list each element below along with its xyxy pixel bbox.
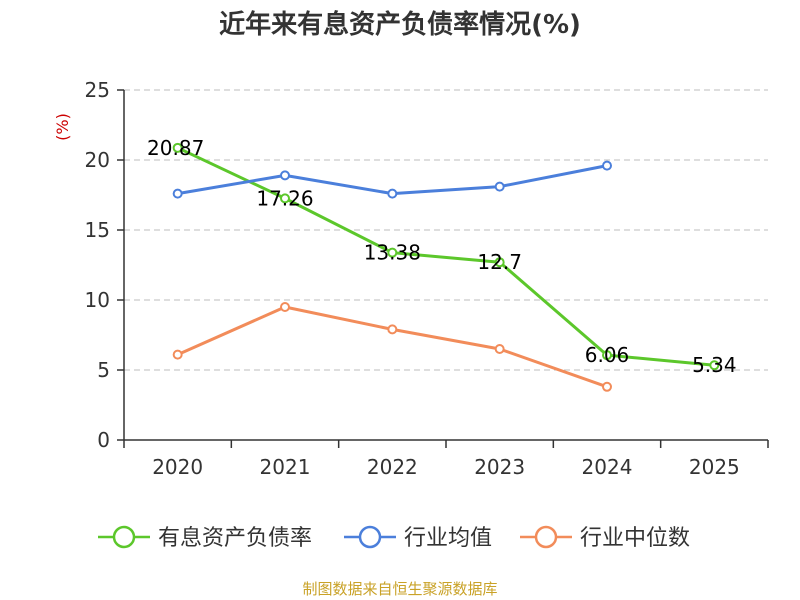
x-tick-label: 2022 (367, 455, 418, 479)
x-tick-label: 2024 (582, 455, 633, 479)
data-point[interactable] (280, 170, 290, 181)
data-label: 20.87 (147, 136, 204, 160)
series-line-0 (177, 146, 715, 367)
y-axis-unit-label: (%) (53, 113, 72, 141)
legend-label: 有息资产负债率 (158, 526, 312, 551)
y-tick-label: 25 (85, 78, 110, 102)
y-tick-label: 5 (97, 358, 110, 382)
source-note: 制图数据来自恒生聚源数据库 (302, 580, 498, 598)
legend-item-1[interactable]: 行业均值 (344, 525, 492, 551)
legend-marker (358, 525, 382, 549)
series-lines (172, 142, 720, 392)
data-point[interactable] (387, 247, 398, 258)
data-point[interactable] (172, 188, 183, 199)
legend-item-2[interactable]: 行业中位数 (520, 525, 690, 551)
data-point[interactable] (602, 350, 612, 361)
gridlines (124, 89, 768, 371)
data-label: 17.26 (256, 186, 313, 210)
data-point[interactable] (172, 349, 183, 360)
data-label: 5.34 (692, 353, 737, 377)
chart-title: 近年来有息资产负债率情况(%) (219, 10, 581, 40)
legend-marker (112, 525, 136, 549)
data-label: 13.38 (364, 241, 421, 265)
legend-item-0[interactable]: 有息资产负债率 (98, 525, 312, 551)
x-tick-label: 2020 (152, 455, 203, 479)
y-tick-label: 10 (85, 288, 110, 312)
data-point[interactable] (602, 381, 612, 392)
legend-label: 行业均值 (404, 526, 492, 551)
data-point[interactable] (494, 344, 505, 354)
x-tick-label: 2023 (474, 455, 525, 479)
data-point[interactable] (494, 257, 505, 268)
series-line-2 (177, 305, 608, 389)
data-point[interactable] (280, 193, 290, 204)
y-tick-label: 15 (85, 218, 110, 242)
data-label: 12.7 (477, 250, 522, 274)
data-point[interactable] (172, 142, 183, 153)
y-tick-label: 0 (97, 428, 110, 452)
legend-label: 行业中位数 (580, 526, 690, 551)
data-point[interactable] (709, 360, 720, 371)
data-point[interactable] (602, 160, 612, 171)
data-labels: 20.87 17.26 13.38 12.7 6.06 5.34 (147, 136, 737, 377)
data-point[interactable] (494, 181, 505, 192)
data-point[interactable] (280, 302, 290, 312)
x-tick-label: 2021 (260, 455, 311, 479)
y-tick-label: 20 (85, 148, 110, 172)
data-point[interactable] (387, 324, 398, 335)
data-point[interactable] (387, 188, 398, 199)
legend: 有息资产负债率 行业均值 行业中位数 (98, 525, 690, 551)
x-tick-label: 2025 (689, 455, 740, 479)
data-label: 6.06 (585, 343, 630, 367)
legend-marker (534, 525, 558, 549)
